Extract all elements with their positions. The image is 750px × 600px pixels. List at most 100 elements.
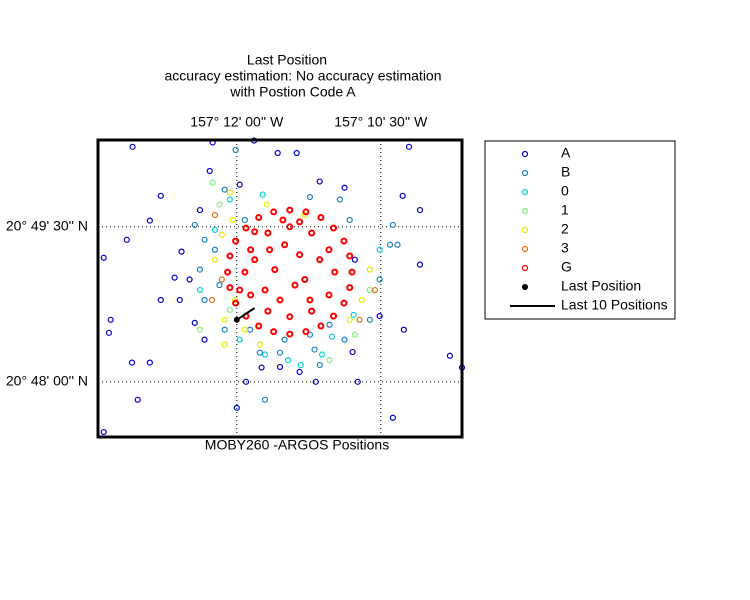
- position-marker: [229, 216, 236, 224]
- position-marker: [211, 226, 219, 234]
- position-marker: [226, 306, 233, 313]
- position-marker: [340, 237, 348, 245]
- legend-symbol: [521, 207, 529, 215]
- position-marker: [226, 189, 233, 196]
- position-marker: [341, 336, 348, 343]
- position-marker: [279, 216, 287, 224]
- position-marker: [258, 364, 265, 371]
- position-marker: [281, 336, 288, 343]
- position-marker: [346, 316, 353, 323]
- position-marker: [221, 326, 228, 333]
- legend-symbol: [522, 284, 528, 290]
- position-marker: [157, 296, 164, 304]
- chart-title: accuracy estimation: No accuracy estimat…: [165, 68, 442, 84]
- position-marker: [366, 316, 373, 323]
- legend-symbol: [521, 150, 529, 158]
- position-marker: [105, 329, 113, 336]
- position-marker: [446, 352, 454, 359]
- position-marker: [416, 261, 424, 268]
- position-marker: [394, 241, 401, 248]
- position-marker: [399, 192, 406, 199]
- position-marker: [191, 319, 198, 327]
- position-marker: [196, 286, 204, 294]
- position-marker: [221, 186, 228, 193]
- position-marker: [146, 359, 153, 366]
- position-marker: [416, 206, 424, 214]
- position-marker: [255, 214, 263, 222]
- position-marker: [201, 236, 208, 243]
- position-marker: [325, 246, 333, 254]
- position-marker: [241, 268, 249, 276]
- legend-label: G: [561, 259, 572, 275]
- position-marker: [251, 228, 259, 236]
- position-marker: [232, 146, 239, 154]
- position-marker: [358, 296, 365, 304]
- position-marker: [306, 296, 314, 304]
- legend-label: 2: [561, 221, 569, 237]
- position-marker: [311, 346, 318, 353]
- position-marker: [211, 211, 219, 219]
- legend-label: Last Position: [561, 278, 641, 294]
- position-marker: [241, 216, 248, 224]
- position-marker: [270, 208, 278, 216]
- position-marker: [211, 256, 219, 263]
- position-marker: [376, 312, 383, 320]
- position-marker: [231, 296, 239, 304]
- position-marker: [328, 333, 335, 340]
- position-marker: [208, 296, 216, 304]
- position-marker: [218, 231, 225, 238]
- position-marker: [348, 268, 356, 276]
- position-marker: [297, 361, 304, 369]
- position-marker: [186, 276, 193, 283]
- position-marker: [276, 296, 284, 304]
- position-marker: [264, 229, 272, 237]
- position-marker: [376, 276, 383, 283]
- position-marker: [376, 246, 383, 253]
- position-marker: [326, 321, 333, 328]
- position-marker: [247, 291, 255, 299]
- legend-label: 3: [561, 240, 569, 256]
- position-marker: [242, 224, 250, 232]
- legend-symbol: [521, 188, 529, 196]
- position-marker: [100, 254, 107, 261]
- position-marker: [206, 167, 213, 175]
- position-marker: [216, 281, 223, 289]
- position-marker: [293, 149, 300, 157]
- position-marker: [232, 237, 240, 245]
- position-marker: [316, 178, 323, 185]
- position-marker: [178, 248, 185, 255]
- position-marker: [134, 396, 141, 403]
- position-marker: [296, 368, 303, 375]
- position-marker: [276, 363, 284, 371]
- position-marker: [242, 378, 250, 385]
- position-marker: [318, 351, 326, 358]
- plot-frame: [96, 138, 464, 439]
- position-marker: [209, 179, 216, 186]
- position-marker: [308, 229, 316, 237]
- position-marker: [171, 274, 178, 281]
- position-marker: [316, 361, 323, 369]
- position-marker: [251, 256, 259, 264]
- position-marker: [286, 330, 294, 338]
- legend-symbol: [521, 245, 529, 253]
- position-marker: [389, 414, 396, 421]
- track-line: [236, 307, 256, 321]
- position-marker: [341, 184, 348, 191]
- position-marker: [276, 349, 284, 356]
- position-marker: [286, 313, 294, 321]
- position-marker: [371, 286, 379, 294]
- position-marker: [316, 256, 324, 264]
- position-marker: [389, 221, 396, 229]
- position-marker: [274, 149, 281, 157]
- position-marker: [296, 218, 304, 226]
- position-marker: [218, 276, 225, 283]
- position-marker: [302, 328, 310, 336]
- position-marker: [123, 236, 130, 243]
- legend-symbol: [521, 169, 529, 177]
- position-marker: [232, 299, 240, 307]
- position-marker: [196, 266, 204, 273]
- position-marker: [226, 196, 233, 203]
- legend-symbol: [521, 264, 529, 272]
- position-marker: [146, 217, 153, 224]
- position-marker: [236, 336, 243, 343]
